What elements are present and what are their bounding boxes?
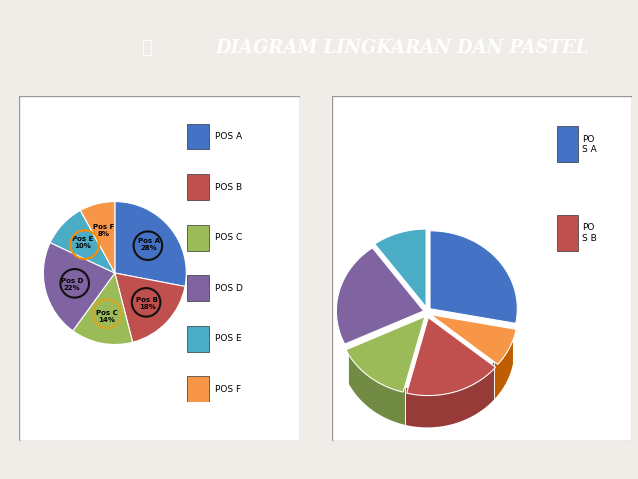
- Wedge shape: [115, 273, 185, 342]
- Text: POS B: POS B: [216, 182, 242, 192]
- Polygon shape: [406, 318, 496, 396]
- Text: Pos E
10%: Pos E 10%: [72, 236, 93, 249]
- Text: POS C: POS C: [216, 233, 242, 242]
- Polygon shape: [336, 248, 424, 344]
- Text: Pos A
28%: Pos A 28%: [138, 238, 160, 251]
- Polygon shape: [430, 231, 517, 323]
- Bar: [187, 376, 209, 402]
- Bar: [556, 215, 578, 251]
- Wedge shape: [43, 242, 115, 331]
- Polygon shape: [431, 315, 516, 365]
- Bar: [556, 126, 578, 162]
- Wedge shape: [115, 202, 186, 286]
- Bar: [187, 225, 209, 251]
- Wedge shape: [50, 210, 115, 273]
- Bar: [187, 275, 209, 301]
- Bar: [187, 124, 209, 149]
- Text: DIAGRAM LINGKARAN DAN PASTEL: DIAGRAM LINGKARAN DAN PASTEL: [216, 39, 590, 57]
- Text: Pos F
8%: Pos F 8%: [93, 224, 114, 237]
- Text: ✓: ✓: [141, 39, 152, 57]
- Wedge shape: [80, 202, 115, 273]
- FancyBboxPatch shape: [332, 96, 632, 441]
- FancyBboxPatch shape: [19, 96, 300, 441]
- Text: POS F: POS F: [216, 385, 242, 394]
- Polygon shape: [494, 327, 513, 399]
- Bar: [187, 174, 209, 200]
- Text: POS A: POS A: [216, 132, 242, 141]
- Polygon shape: [348, 345, 406, 425]
- Text: POS D: POS D: [216, 284, 243, 293]
- Polygon shape: [346, 317, 425, 392]
- Text: Pos B
18%: Pos B 18%: [136, 297, 158, 310]
- Text: Pos D
22%: Pos D 22%: [61, 277, 83, 291]
- Text: Pos C
14%: Pos C 14%: [96, 310, 117, 323]
- Polygon shape: [406, 362, 494, 427]
- Text: PO
S A: PO S A: [582, 135, 597, 154]
- Text: POS E: POS E: [216, 334, 242, 343]
- Bar: [187, 326, 209, 352]
- Polygon shape: [375, 229, 426, 307]
- Text: PO
S B: PO S B: [582, 223, 597, 242]
- Wedge shape: [73, 273, 133, 344]
